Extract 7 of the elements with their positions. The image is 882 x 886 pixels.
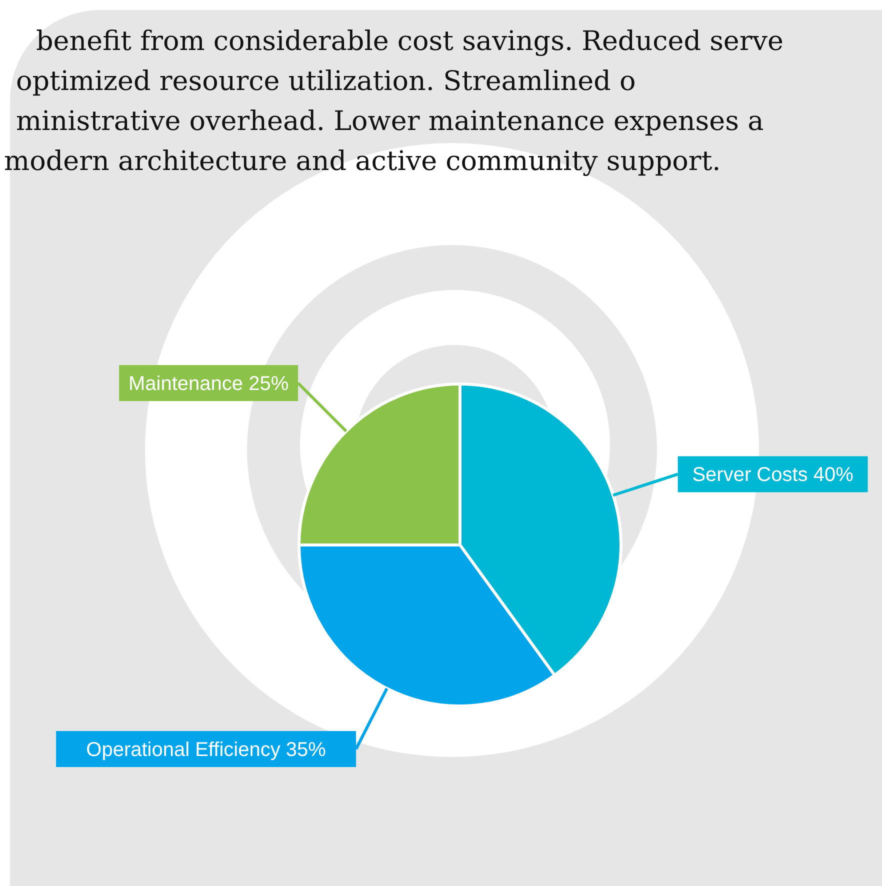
text: benefit from considerable cost savings. Reduced serve [35, 25, 785, 59]
text: modern architecture and active community support. [3, 145, 722, 179]
text: ministrative overhead. Lower maintenance expenses a [15, 105, 765, 139]
slice-label: Maintenance 25% [128, 373, 289, 396]
text: optimized resource utilization. Streamlined o [15, 65, 637, 99]
slice-label: Server Costs 40% [692, 464, 854, 486]
slice-label: Operational Efficiency 35% [86, 739, 326, 762]
